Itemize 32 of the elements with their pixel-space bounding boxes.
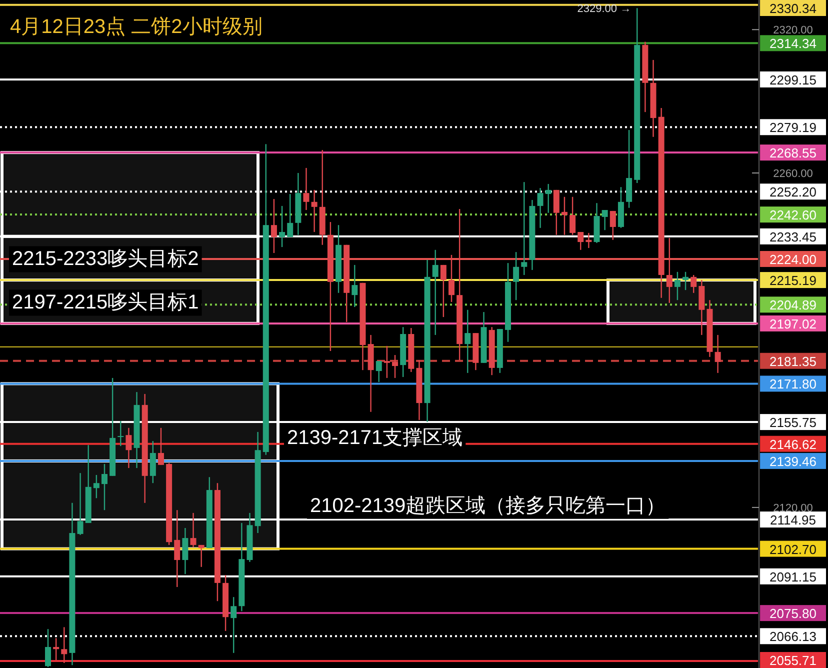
band-label: 2197-2215哆头目标1 (12, 292, 199, 314)
y-tick-label: 2320.00 (773, 24, 813, 37)
ref-line-label: 2114.95 (770, 512, 816, 528)
y-tick-label: 2260.00 (773, 168, 813, 180)
ref-line-label: 2075.80 (770, 606, 816, 622)
band-label: 2102-2139超跌区域（接多只吃第一口） (310, 494, 666, 517)
ref-line-label: 2233.45 (770, 229, 816, 244)
ref-line-label: 2204.89 (770, 298, 816, 313)
ref-line-label: 2102.70 (770, 542, 816, 557)
ref-line-label: 2171.80 (770, 376, 816, 392)
ref-line-label: 2224.00 (770, 252, 816, 267)
ref-line-label: 2155.75 (770, 415, 816, 430)
annotation: 2329.00 → (577, 3, 632, 16)
y-tick-label: 2120.00 (773, 502, 813, 514)
band-label: 2215-2233哆头目标2 (12, 248, 199, 270)
ref-line-label: 2330.34 (770, 1, 816, 16)
ref-line-label: 2242.60 (770, 208, 816, 223)
ref-line-label: 2091.15 (770, 569, 816, 584)
ref-line-label: 2268.55 (770, 146, 816, 161)
ref-line-label: 2055.71 (770, 653, 816, 668)
ref-line-label: 2146.62 (770, 436, 816, 452)
ref-line-label: 2252.20 (770, 184, 816, 200)
ref-line-label: 2215.19 (770, 273, 816, 288)
ref-line-label: 2066.13 (770, 629, 816, 644)
ref-line-label: 2299.15 (770, 72, 816, 88)
text: 4月12日23点 二饼2小时级别 (10, 16, 262, 38)
band-label: 2139-2171支撑区域 (287, 426, 463, 449)
ref-line-label: 2181.35 (770, 354, 816, 369)
ref-line-label: 2279.19 (770, 120, 816, 136)
ref-line-label: 2197.02 (770, 316, 816, 332)
ref-line-label: 2139.46 (770, 454, 816, 469)
ref-line-label: 2314.34 (770, 36, 816, 52)
